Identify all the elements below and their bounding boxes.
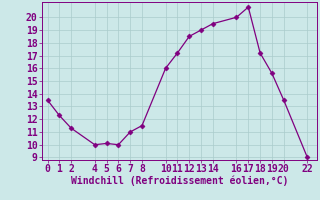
- X-axis label: Windchill (Refroidissement éolien,°C): Windchill (Refroidissement éolien,°C): [70, 176, 288, 186]
